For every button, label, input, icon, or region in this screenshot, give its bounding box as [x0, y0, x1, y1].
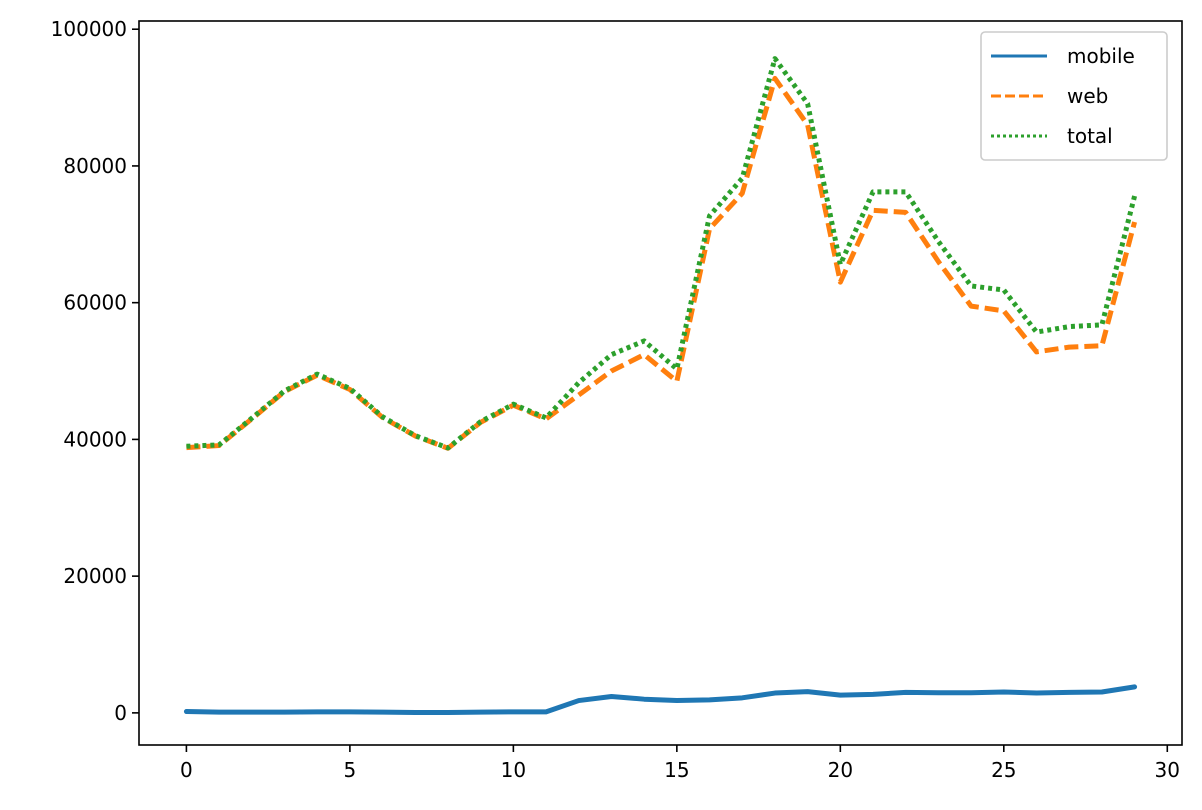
y-tick-label: 20000: [63, 564, 127, 588]
x-tick-label: 10: [501, 758, 526, 782]
series-layer: [183, 56, 1138, 716]
x-tick-label: 30: [1155, 758, 1180, 782]
y-tick-label: 0: [114, 701, 127, 725]
y-tick-label: 80000: [63, 154, 127, 178]
legend-label-web: web: [1067, 84, 1108, 108]
y-axis: 0 20000 40000 60000 80000 100000: [51, 17, 139, 725]
y-tick-label: 60000: [63, 291, 127, 315]
x-tick-label: 15: [664, 758, 689, 782]
x-tick-label: 5: [344, 758, 357, 782]
legend-label-mobile: mobile: [1067, 44, 1135, 68]
legend: mobile web total: [980, 31, 1168, 161]
x-tick-label: 20: [828, 758, 853, 782]
x-axis: 0 5 10 15 20 25 30: [180, 745, 1180, 782]
x-tick-label: 25: [991, 758, 1016, 782]
y-tick-label: 100000: [51, 17, 127, 41]
x-tick-label: 0: [180, 758, 193, 782]
y-tick-label: 40000: [63, 427, 127, 451]
plot-area-frame: [138, 20, 1183, 746]
series-line-mobile: [183, 684, 1138, 716]
series-line-total: [186, 56, 1138, 451]
legend-label-total: total: [1067, 124, 1113, 148]
legend-frame: [980, 31, 1168, 161]
